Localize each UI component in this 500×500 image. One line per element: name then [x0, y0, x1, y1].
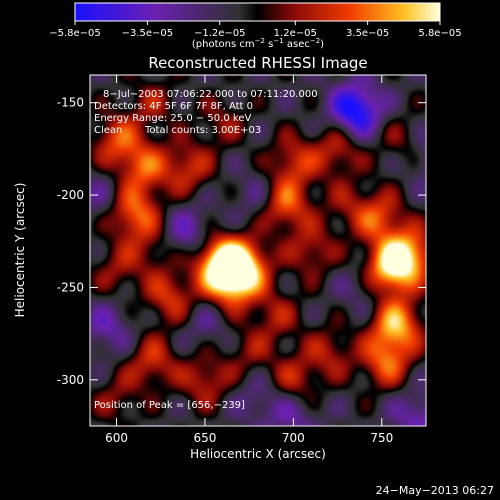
x-axis: 600 650 700 750	[105, 75, 393, 445]
annotation-total-counts: Total counts: 3.00E+03	[144, 125, 261, 136]
colorbar	[74, 2, 441, 22]
colorbar-ticks	[74, 21, 441, 25]
y-tick-label: -150	[57, 96, 84, 110]
annotation-energy-range: Energy Range: 25.0 − 50.0 keV	[94, 113, 251, 124]
colorbar-tick-label: 1.2e−05	[274, 28, 317, 39]
colorbar-tick-label: −1.2e−05	[194, 28, 246, 39]
heatmap-area	[90, 75, 426, 426]
colorbar-unit-label: (photons cm−2 s−1 asec−2)	[192, 37, 324, 50]
x-tick-label: 650	[193, 431, 216, 445]
annotation-method: Clean	[94, 125, 122, 136]
y-tick-label: -200	[57, 188, 84, 202]
annotation-time-range: 8−Jul−2003 07:06:22.000 to 07:11:20.000	[103, 89, 318, 100]
colorbar-tick-label: 3.5e−05	[346, 28, 389, 39]
colorbar-tick-label: −5.8e−05	[49, 28, 101, 39]
annotation-peak-position: Position of Peak = [656,−239]	[94, 400, 245, 411]
y-axis: -150 -200 -250 -300	[57, 96, 426, 387]
plot-frame	[89, 74, 427, 427]
colorbar-tick-label: 5.8e−05	[418, 28, 461, 39]
footer-timestamp: 24−May−2013 06:27	[376, 484, 494, 497]
x-axis-label: Heliocentric X (arcsec)	[190, 447, 326, 461]
colorbar-tick-labels: −5.8e−05 −3.5e−05 −1.2e−05 1.2e−05 3.5e−05 5.…	[49, 28, 461, 39]
annotation-detectors: Detectors: 4F 5F 6F 7F 8F, Att 0	[94, 101, 253, 112]
y-axis-label: Heliocentric Y (arcsec)	[13, 183, 27, 318]
x-tick-label: 750	[370, 431, 393, 445]
y-tick-label: -250	[57, 280, 84, 294]
annotations: 8−Jul−2003 07:06:22.000 to 07:11:20.000 …	[94, 89, 318, 411]
x-tick-label: 700	[282, 431, 305, 445]
chart-title: Reconstructed RHESSI Image	[148, 54, 367, 72]
x-tick-label: 600	[105, 431, 128, 445]
y-tick-label: -300	[57, 373, 84, 387]
colorbar-tick-label: −3.5e−05	[122, 28, 174, 39]
